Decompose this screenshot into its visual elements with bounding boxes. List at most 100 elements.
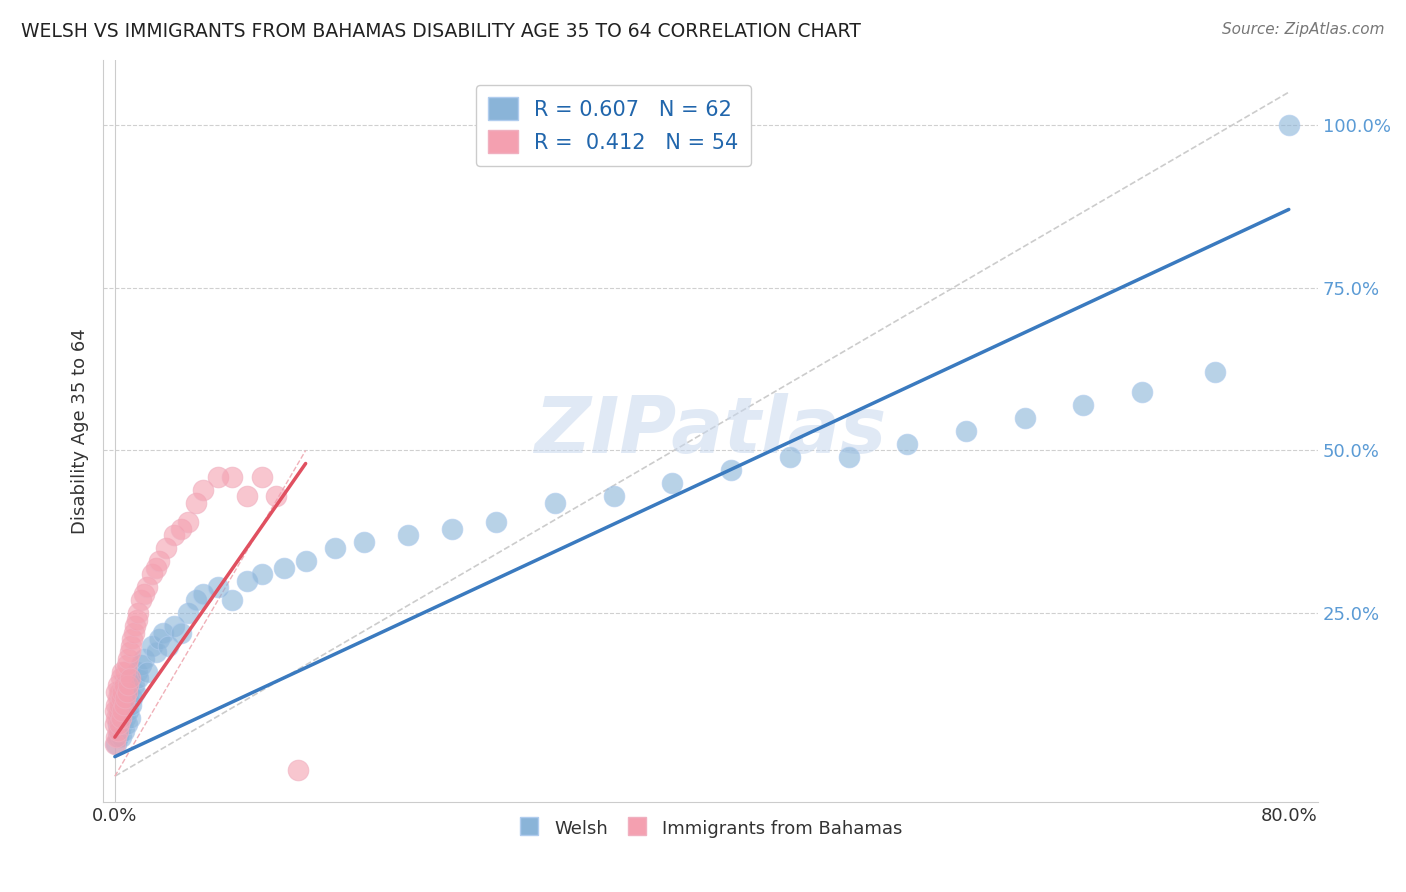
Point — [141, 567, 163, 582]
Point — [396, 528, 419, 542]
Point — [120, 639, 142, 653]
Point — [104, 704, 127, 718]
Text: WELSH VS IMMIGRANTS FROM BAHAMAS DISABILITY AGE 35 TO 64 CORRELATION CHART: WELSH VS IMMIGRANTS FROM BAHAMAS DISABIL… — [21, 22, 860, 41]
Point — [134, 587, 156, 601]
Point — [118, 710, 141, 724]
Point — [779, 450, 801, 464]
Point — [184, 495, 207, 509]
Point — [266, 489, 288, 503]
Point — [221, 593, 243, 607]
Point — [544, 495, 567, 509]
Point — [134, 652, 156, 666]
Point — [112, 723, 135, 738]
Point — [124, 684, 146, 698]
Point — [250, 567, 273, 582]
Point — [162, 619, 184, 633]
Point — [603, 489, 626, 503]
Point — [141, 639, 163, 653]
Point — [124, 619, 146, 633]
Point — [148, 632, 170, 647]
Point — [105, 730, 128, 744]
Point — [107, 723, 129, 738]
Point — [170, 522, 193, 536]
Point — [1073, 398, 1095, 412]
Text: Source: ZipAtlas.com: Source: ZipAtlas.com — [1222, 22, 1385, 37]
Point — [441, 522, 464, 536]
Point — [114, 684, 136, 698]
Point — [273, 560, 295, 574]
Point — [129, 593, 152, 607]
Point — [177, 515, 200, 529]
Point — [122, 678, 145, 692]
Point — [125, 665, 148, 679]
Point — [896, 437, 918, 451]
Point — [117, 652, 139, 666]
Point — [108, 684, 131, 698]
Point — [136, 665, 159, 679]
Point — [184, 593, 207, 607]
Point — [129, 658, 152, 673]
Y-axis label: Disability Age 35 to 64: Disability Age 35 to 64 — [72, 328, 89, 533]
Point — [720, 463, 742, 477]
Point — [127, 607, 149, 621]
Point — [125, 613, 148, 627]
Point — [122, 626, 145, 640]
Point — [107, 730, 129, 744]
Point — [485, 515, 508, 529]
Point — [148, 554, 170, 568]
Point — [120, 698, 142, 712]
Point — [104, 737, 127, 751]
Point — [118, 672, 141, 686]
Point — [287, 763, 309, 777]
Point — [105, 710, 128, 724]
Point — [661, 476, 683, 491]
Point — [108, 717, 131, 731]
Point — [191, 483, 214, 497]
Point — [955, 424, 977, 438]
Point — [118, 645, 141, 659]
Point — [121, 691, 143, 706]
Point — [115, 717, 138, 731]
Point — [236, 574, 259, 588]
Point — [108, 723, 131, 738]
Point — [110, 691, 132, 706]
Point — [207, 469, 229, 483]
Point — [1278, 118, 1301, 132]
Point — [110, 704, 132, 718]
Point — [155, 541, 177, 556]
Point — [111, 698, 134, 712]
Point — [111, 717, 134, 731]
Point — [127, 672, 149, 686]
Point — [136, 580, 159, 594]
Point — [107, 717, 129, 731]
Point — [117, 678, 139, 692]
Point — [105, 684, 128, 698]
Point — [115, 658, 138, 673]
Point — [111, 684, 134, 698]
Point — [114, 710, 136, 724]
Point — [838, 450, 860, 464]
Point — [112, 691, 135, 706]
Point — [1014, 411, 1036, 425]
Text: ZIPatlas: ZIPatlas — [534, 393, 887, 469]
Point — [323, 541, 346, 556]
Point — [1204, 365, 1226, 379]
Point — [108, 698, 131, 712]
Point — [162, 528, 184, 542]
Point — [111, 665, 134, 679]
Point — [145, 560, 167, 574]
Point — [107, 691, 129, 706]
Point — [105, 698, 128, 712]
Point — [110, 730, 132, 744]
Point — [152, 626, 174, 640]
Point — [107, 678, 129, 692]
Point — [250, 469, 273, 483]
Point — [121, 632, 143, 647]
Point — [156, 639, 179, 653]
Point — [294, 554, 316, 568]
Point — [236, 489, 259, 503]
Legend: Welsh, Immigrants from Bahamas: Welsh, Immigrants from Bahamas — [512, 812, 910, 846]
Point — [110, 710, 132, 724]
Point — [114, 665, 136, 679]
Point — [112, 678, 135, 692]
